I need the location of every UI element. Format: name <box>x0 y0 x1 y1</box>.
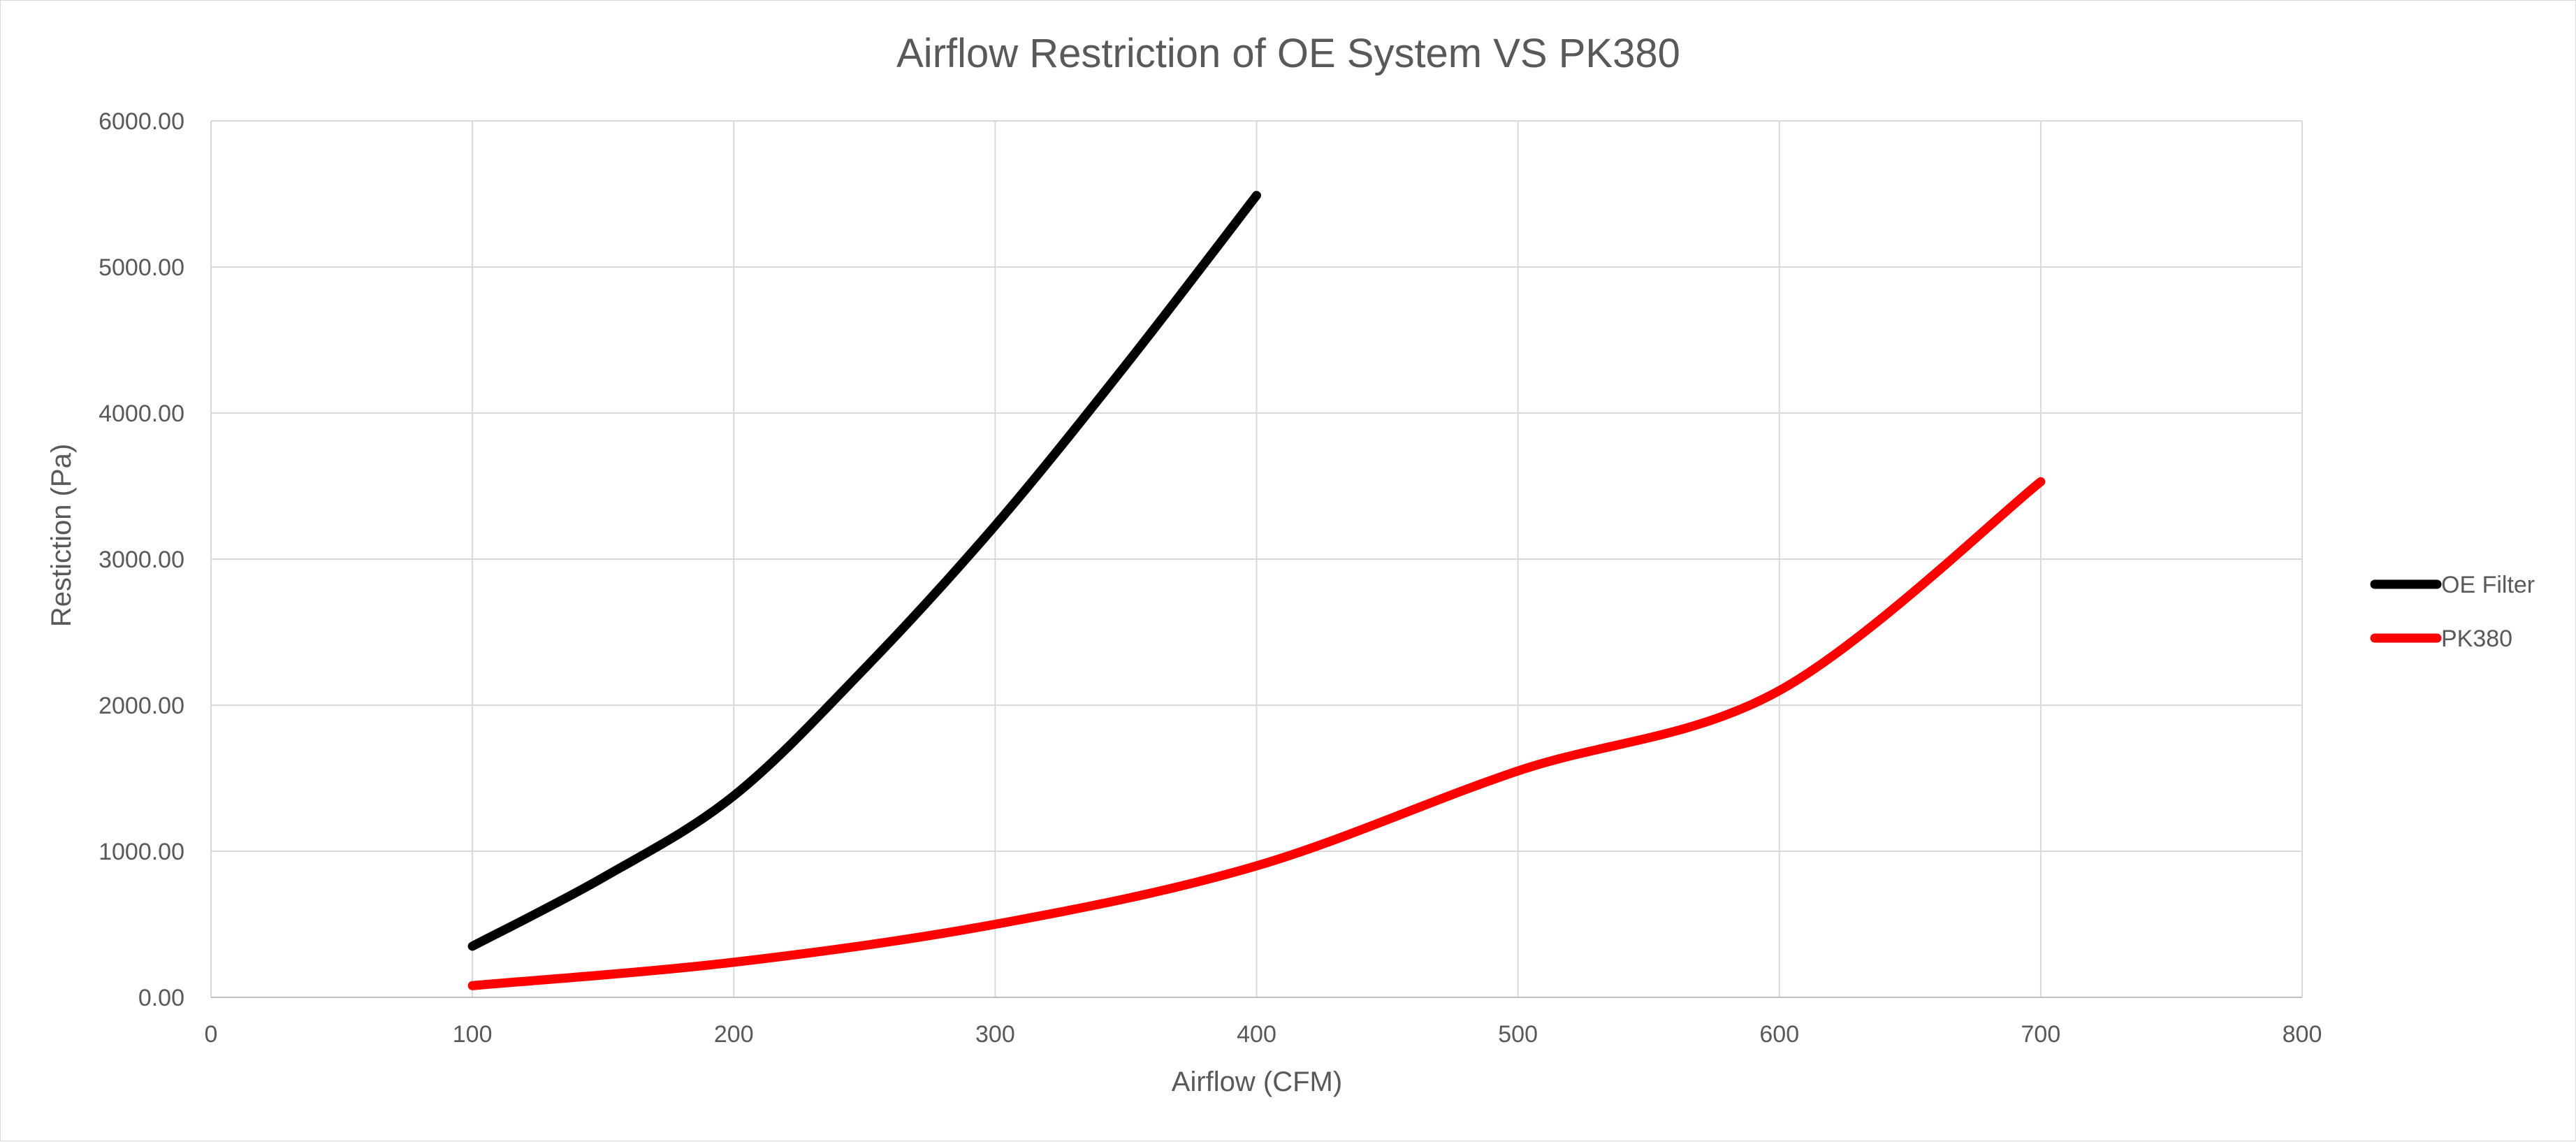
x-tick-label: 200 <box>714 1021 754 1048</box>
y-tick-label: 4000.00 <box>99 400 184 427</box>
y-tick-label: 1000.00 <box>99 839 184 865</box>
series-lines <box>467 191 2046 990</box>
x-tick-label: 500 <box>1498 1021 1538 1048</box>
x-tick-label: 800 <box>2283 1021 2322 1048</box>
x-tick-label: 400 <box>1237 1021 1276 1048</box>
x-tick-label: 300 <box>975 1021 1015 1048</box>
legend-label-pk380: PK380 <box>2441 626 2512 652</box>
y-tick-label: 0.00 <box>138 985 184 1011</box>
x-tick-label: 600 <box>1759 1021 1799 1048</box>
y-tick-label: 5000.00 <box>99 254 184 281</box>
x-axis-title: Airflow (CFM) <box>1172 1067 1342 1097</box>
tick-labels: 0.00 1000.00 2000.00 3000.00 4000.00 5000.00 6… <box>99 108 2322 1048</box>
y-tick-label: 3000.00 <box>99 547 184 573</box>
chart-title: Airflow Restriction of OE System VS PK38… <box>896 31 1680 76</box>
legend-label-oe-filter: OE Filter <box>2441 572 2535 598</box>
axes <box>211 120 2303 998</box>
y-axis-title: Restiction (Pa) <box>46 444 77 627</box>
series-line-pk380 <box>467 477 2046 990</box>
series-line-oe-filter <box>467 191 1261 951</box>
x-tick-label: 700 <box>2021 1021 2061 1048</box>
y-tick-label: 6000.00 <box>99 108 184 135</box>
x-tick-label: 100 <box>453 1021 493 1048</box>
legend: OE Filter PK380 <box>2370 572 2535 652</box>
x-tick-label: 0 <box>205 1021 218 1048</box>
y-tick-label: 2000.00 <box>99 693 184 719</box>
